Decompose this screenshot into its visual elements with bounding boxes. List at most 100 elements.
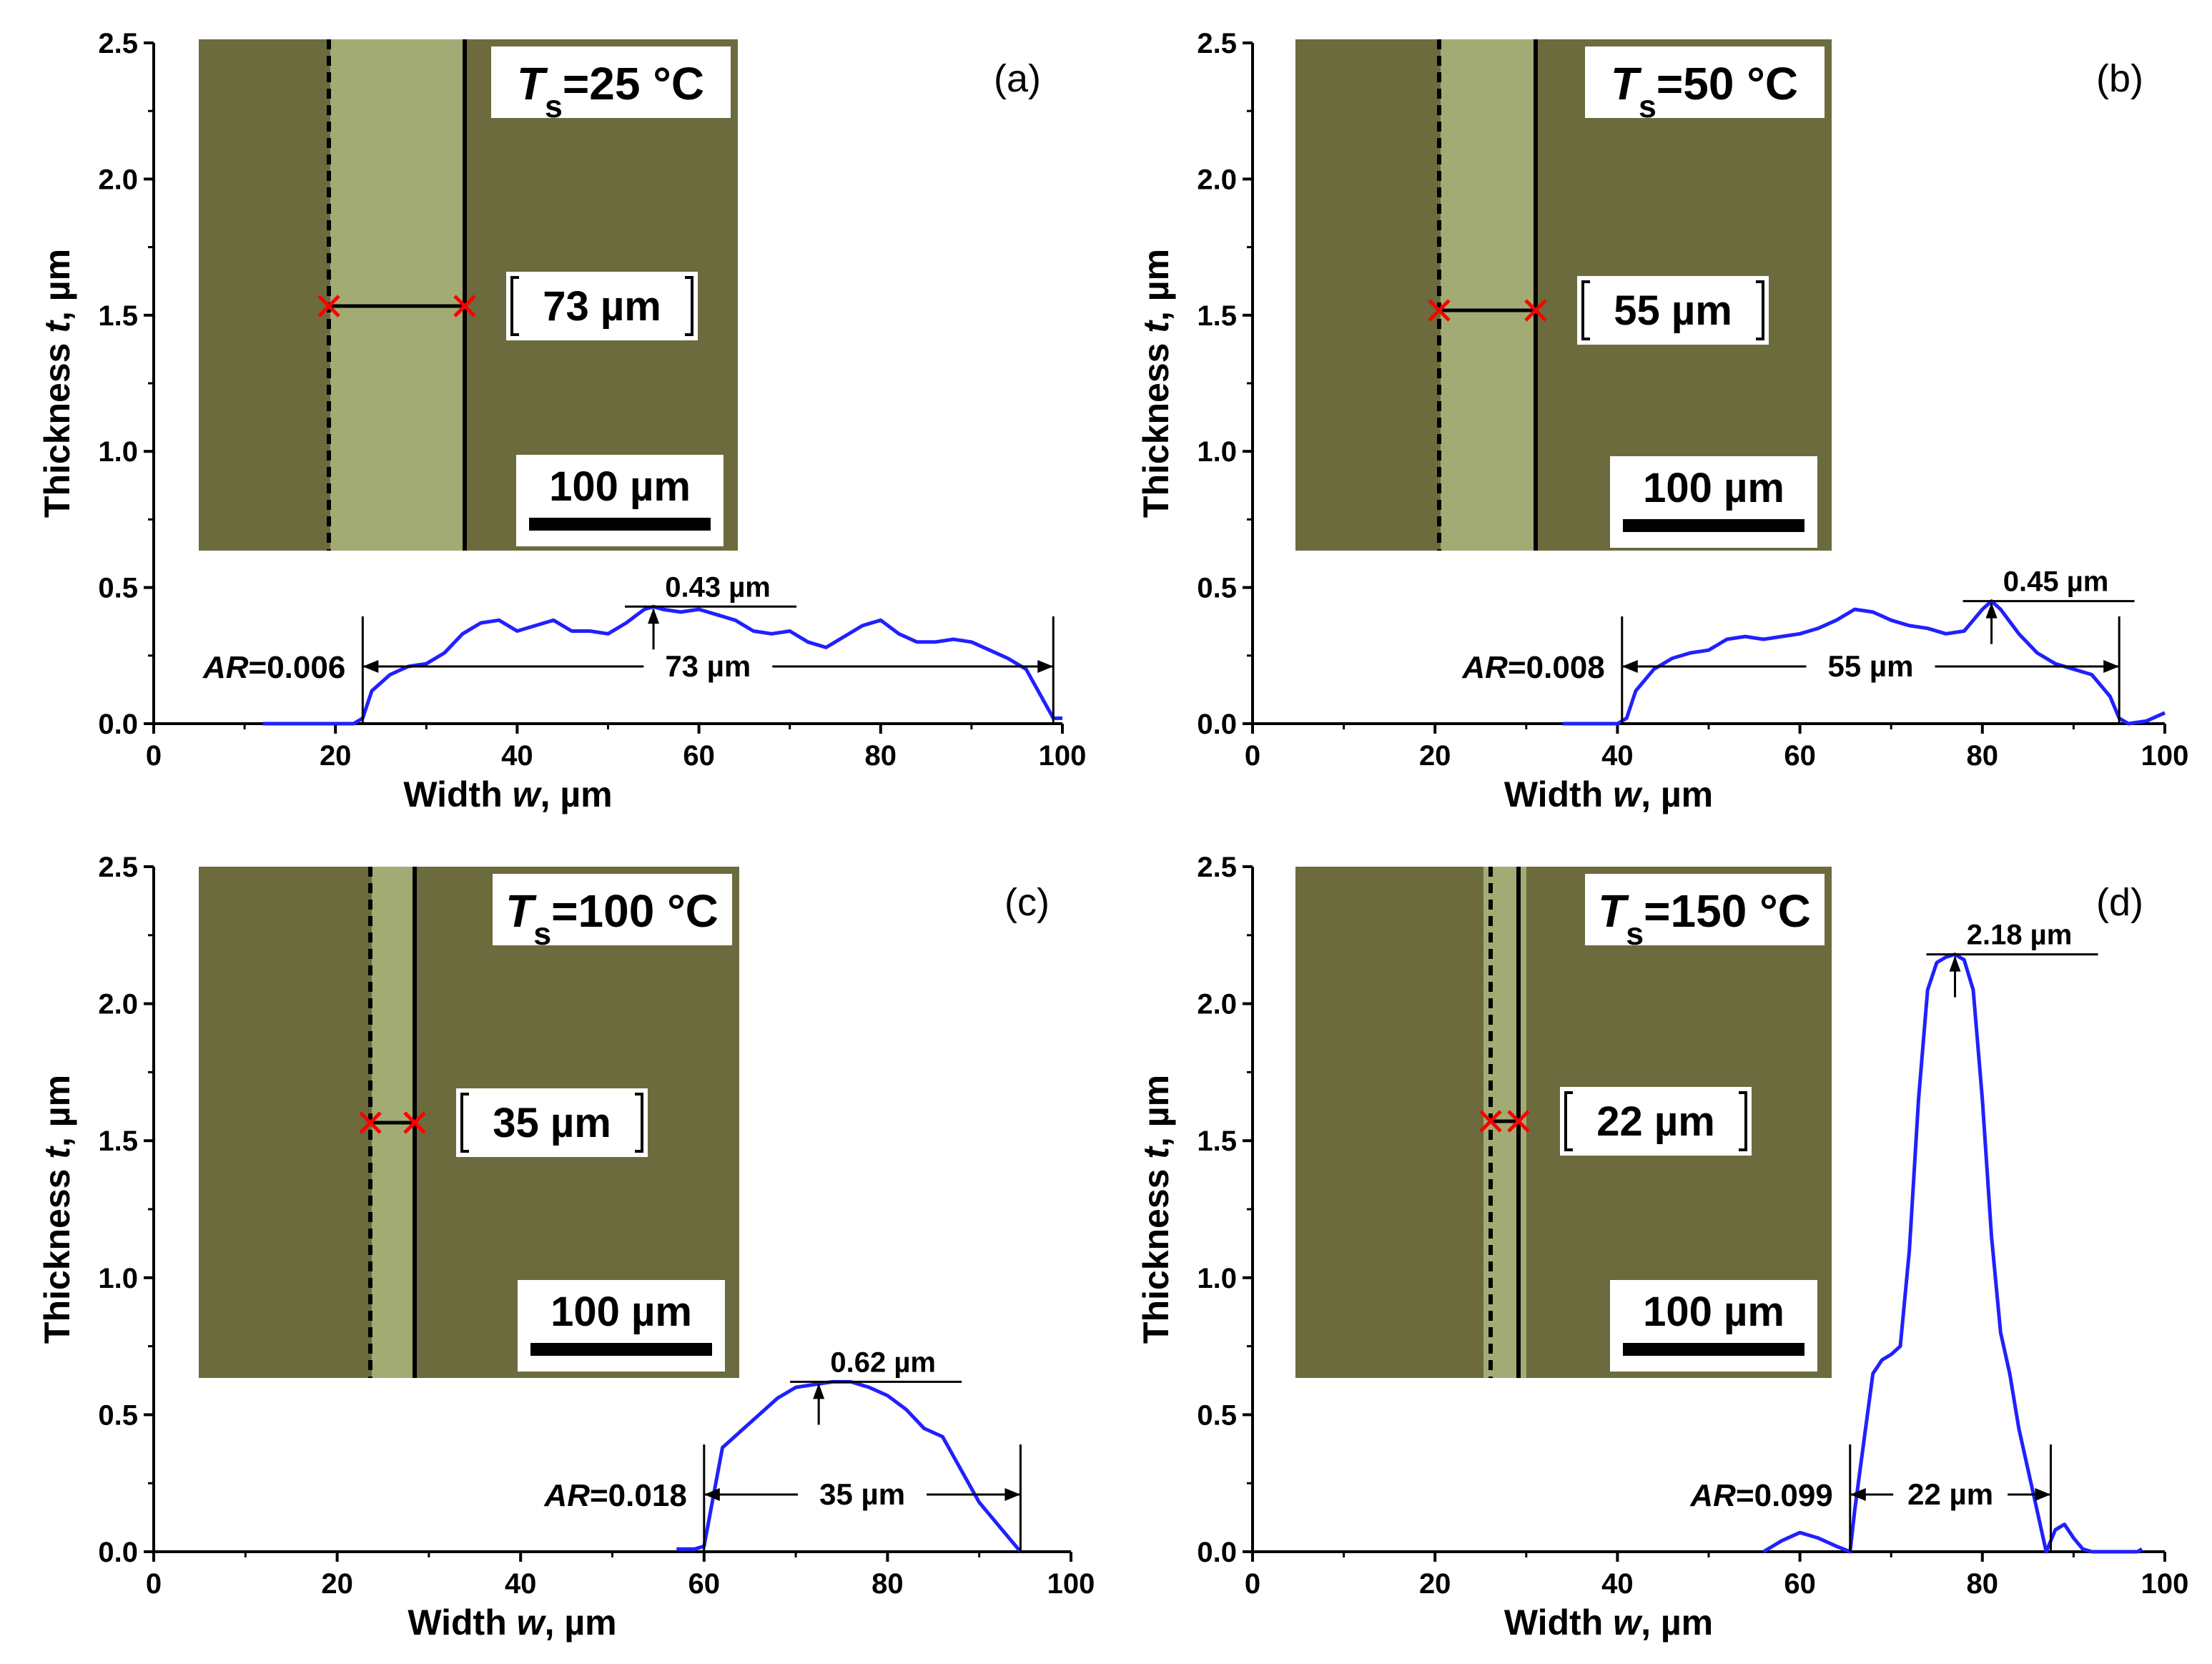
micrograph-inset: Ts=100 °C 35 µm 100 µm — [199, 867, 739, 1378]
x-tick-label: 100 — [2141, 1568, 2189, 1600]
x-tick-label: 40 — [505, 1568, 537, 1600]
aspect-ratio-label: AR=0.099 — [1689, 1478, 1832, 1513]
scale-bar — [1623, 1343, 1804, 1356]
y-tick-label: 2.5 — [1197, 852, 1237, 883]
x-axis-title: Width w, µm — [1504, 774, 1713, 814]
y-tick-label: 1.0 — [1197, 436, 1237, 468]
x-tick-label: 80 — [1967, 1568, 1999, 1600]
x-tick-label: 40 — [501, 740, 533, 772]
scale-bar-label: 100 µm — [550, 1289, 692, 1335]
y-tick-label: 0.0 — [98, 709, 138, 740]
scale-bar-box — [518, 1280, 725, 1372]
width-arrowhead-right — [1037, 660, 1054, 673]
profile-line — [262, 604, 1062, 726]
red-marker-left — [317, 295, 340, 317]
scale-bar-box — [516, 455, 724, 546]
y-tick-label: 1.0 — [98, 1263, 138, 1294]
bracket-right — [635, 1093, 643, 1153]
x-axis-title: Width w, µm — [408, 1603, 616, 1643]
panel-c: Ts=100 °C 35 µm 100 µm 0.0 0.5 1.0 1.5 2.0 2.5 0 2… — [37, 852, 1095, 1643]
y-tick-label: 2.0 — [1197, 164, 1237, 195]
bracket-left — [1581, 280, 1590, 340]
profile-width-label: 35 µm — [819, 1477, 905, 1511]
scale-bar — [1623, 519, 1804, 532]
y-axis-title: Thickness t, µm — [37, 249, 77, 518]
panel-a: Ts=25 °C 73 µm 100 µm 0.0 0.5 1.0 1.5 2.0 2.5 0 20… — [37, 28, 1086, 814]
panel-d: Ts=150 °C 22 µm 100 µm 0.0 0.5 1.0 1.5 2.0 2.5 0 2… — [1136, 852, 2188, 1643]
inset-width-label: 73 µm — [543, 283, 661, 330]
y-tick-label: 0.0 — [1197, 1537, 1237, 1568]
y-tick-label: 0.0 — [1197, 709, 1237, 740]
x-tick-label: 20 — [1419, 1568, 1451, 1600]
red-marker-right — [403, 1111, 426, 1134]
bracket-right — [1756, 280, 1764, 340]
panel-label: (d) — [2096, 881, 2143, 924]
micrograph-inset: Ts=25 °C 73 µm 100 µm — [199, 39, 738, 551]
peak-arrowhead — [1949, 955, 1961, 972]
scale-bar — [530, 1343, 712, 1356]
peak-label: 2.18 µm — [1967, 920, 2073, 951]
temperature-label: Ts=25 °C — [517, 58, 704, 124]
bracket-left — [510, 276, 519, 336]
y-tick-label: 0.5 — [98, 1399, 138, 1431]
aspect-ratio-label: AR=0.018 — [543, 1478, 686, 1513]
x-tick-label: 0 — [146, 740, 162, 772]
panel-label: (b) — [2096, 57, 2143, 100]
scale-bar-label: 100 µm — [1643, 465, 1784, 511]
width-label-box — [1577, 276, 1769, 345]
x-tick-label: 40 — [1601, 740, 1634, 772]
bracket-left — [460, 1093, 469, 1153]
y-tick-label: 0.5 — [1197, 573, 1237, 604]
scale-bar-box — [1610, 456, 1817, 548]
profile-width-label: 22 µm — [1907, 1477, 1993, 1511]
x-tick-label: 80 — [865, 740, 897, 772]
profile-line — [1562, 599, 2166, 726]
width-arrowhead-left — [1621, 660, 1638, 673]
y-axis-title: Thickness t, µm — [37, 1075, 77, 1344]
x-tick-label: 60 — [1784, 1568, 1816, 1600]
y-tick-label: 1.0 — [1197, 1263, 1237, 1294]
micrograph-inset: Ts=50 °C 55 µm 100 µm — [1295, 39, 1832, 551]
red-marker-left — [1428, 299, 1451, 322]
temperature-label: Ts=100 °C — [505, 885, 719, 952]
bracket-left — [1564, 1091, 1573, 1151]
x-tick-label: 20 — [320, 740, 352, 772]
x-tick-label: 60 — [683, 740, 715, 772]
profile-width-label: 73 µm — [665, 649, 751, 683]
scale-bar-label: 100 µm — [1643, 1289, 1784, 1335]
scale-bar-label: 100 µm — [549, 463, 691, 510]
y-axis-title: Thickness t, µm — [1136, 1075, 1176, 1344]
x-tick-label: 100 — [1047, 1568, 1095, 1600]
peak-label: 0.45 µm — [2003, 566, 2109, 598]
y-tick-label: 2.0 — [1197, 989, 1237, 1020]
y-tick-label: 1.0 — [98, 436, 138, 468]
x-tick-label: 0 — [146, 1568, 162, 1600]
micrograph-inset: Ts=150 °C 22 µm 100 µm — [1295, 867, 1832, 1378]
scale-bar — [529, 518, 711, 531]
temperature-label-box — [491, 46, 731, 118]
x-tick-label: 80 — [1967, 740, 1999, 772]
y-tick-label: 2.0 — [98, 989, 138, 1020]
width-arrowhead-left — [703, 1488, 720, 1501]
y-tick-label: 0.5 — [98, 573, 138, 604]
red-marker-right — [1524, 299, 1547, 322]
red-marker-left — [359, 1111, 382, 1134]
y-tick-label: 0.5 — [1197, 1399, 1237, 1431]
x-tick-label: 100 — [1039, 740, 1087, 772]
red-marker-right — [1507, 1110, 1530, 1133]
inset-width-label: 35 µm — [493, 1100, 611, 1146]
y-tick-label: 1.5 — [98, 1126, 138, 1157]
x-tick-label: 80 — [872, 1568, 904, 1600]
width-arrowhead-right — [1004, 1488, 1021, 1501]
x-tick-label: 0 — [1245, 740, 1260, 772]
y-tick-label: 1.5 — [1197, 1126, 1237, 1157]
x-tick-label: 20 — [321, 1568, 353, 1600]
peak-arrowhead — [813, 1383, 825, 1399]
temperature-label-box — [493, 874, 732, 945]
y-tick-label: 2.5 — [1197, 28, 1237, 59]
y-tick-label: 1.5 — [98, 300, 138, 332]
width-arrowhead-right — [2035, 1488, 2051, 1501]
temperature-label: Ts=150 °C — [1598, 885, 1811, 952]
bracket-right — [1739, 1091, 1747, 1151]
